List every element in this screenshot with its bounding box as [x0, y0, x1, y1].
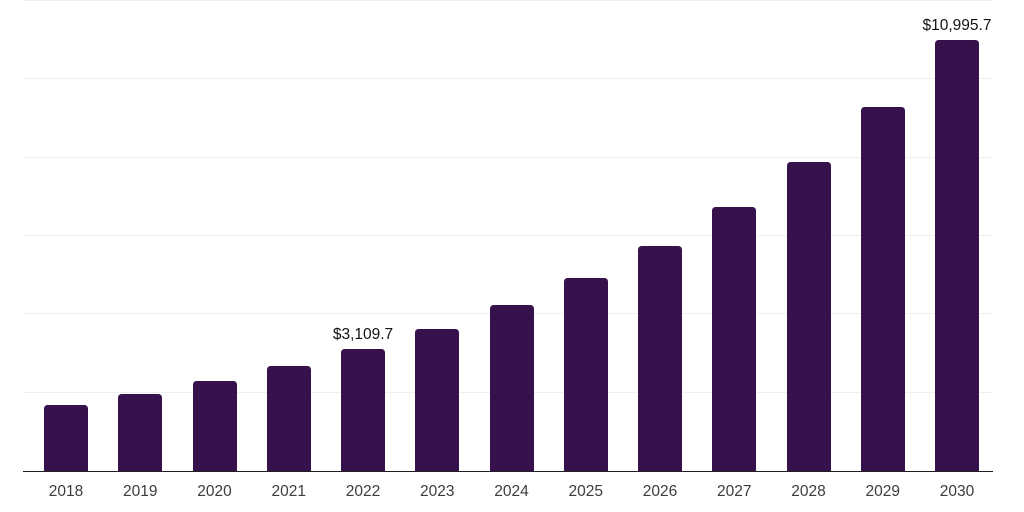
bar-2019: [118, 393, 163, 471]
x-tick-label: 2027: [717, 483, 752, 500]
x-axis: [23, 470, 993, 472]
x-tick-label: 2028: [791, 483, 826, 500]
gridline: [23, 0, 993, 1]
bar-2030: [935, 40, 979, 471]
bar-2029: [860, 107, 905, 471]
bar-2025: [563, 277, 608, 471]
gridline: [23, 78, 993, 80]
bar-2028: [786, 161, 831, 471]
bar-value-label: $3,109.7: [332, 325, 394, 343]
x-tick-label: 2020: [197, 483, 232, 500]
bar-2018: [44, 404, 88, 471]
bar-2020: [192, 380, 237, 471]
x-tick-label: 2026: [642, 483, 678, 500]
x-tick-label: 2021: [271, 483, 306, 500]
x-tick-label: 2029: [865, 483, 900, 500]
x-tick-label: 2022: [345, 483, 381, 500]
bar-2022: [341, 349, 385, 471]
x-tick-label: 2024: [494, 483, 529, 500]
bar-2027: [712, 207, 757, 471]
bar-value-label: $10,995.7: [922, 16, 992, 34]
bar-2024: [489, 304, 534, 471]
bar-2023: [415, 328, 460, 471]
bar-2021: [266, 366, 311, 471]
x-tick-label: 2030: [939, 483, 975, 500]
x-tick-label: 2018: [48, 483, 84, 500]
x-tick-label: 2023: [420, 483, 455, 500]
bar-chart: 2018 2019 2020 2021 $3,109.7 2022 2023 2024 2025…: [23, 0, 993, 499]
bar-2026: [638, 246, 682, 471]
x-tick-label: 2025: [568, 483, 603, 500]
gridline: [23, 156, 993, 158]
gridline: [23, 235, 993, 236]
x-tick-label: 2019: [123, 483, 158, 500]
